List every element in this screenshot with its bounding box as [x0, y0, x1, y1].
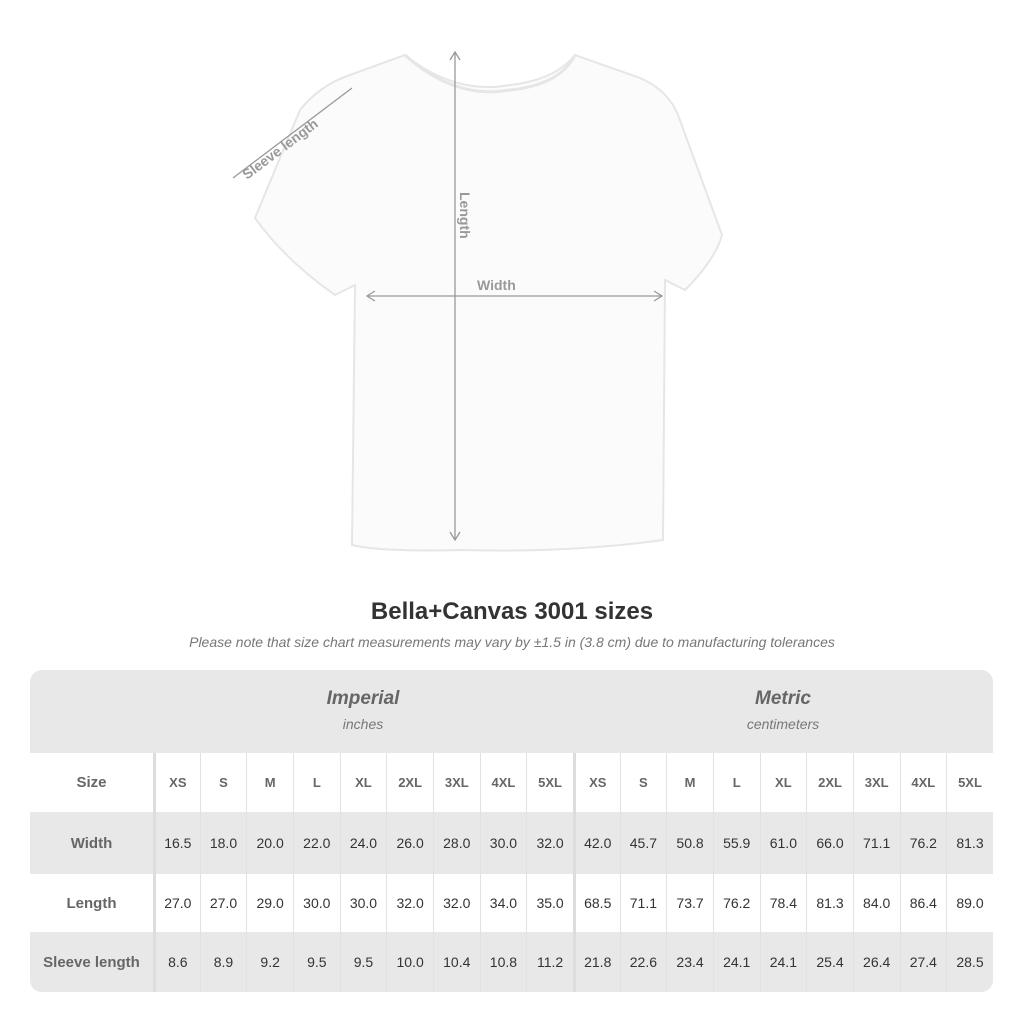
row-label: Sleeve length — [43, 953, 140, 971]
row-label: Size — [76, 774, 107, 791]
value-cell: 86.4 — [899, 874, 947, 932]
value-cell: 9.5 — [292, 932, 340, 992]
value-cell: 27.0 — [153, 874, 200, 932]
value-cell: 21.8 — [572, 932, 620, 992]
value-cell: 84.0 — [852, 874, 900, 932]
value-cell: 22.0 — [292, 812, 340, 874]
size-header-cell: 3XL — [432, 753, 480, 812]
value-cell: 10.8 — [479, 932, 527, 992]
size-header-cell: 4XL — [899, 753, 947, 812]
size-header-cell: 3XL — [852, 753, 900, 812]
length-label: Length — [457, 192, 473, 239]
size-header-cell: XS — [153, 753, 200, 812]
value-cell: 25.4 — [806, 932, 853, 992]
row-label: Width — [70, 834, 113, 852]
value-cell: 50.8 — [666, 812, 713, 874]
tolerance-note: Please note that size chart measurements… — [189, 634, 835, 650]
tshirt-shape — [253, 53, 724, 552]
width-label: Width — [477, 277, 516, 293]
size-header-cell: 2XL — [386, 753, 433, 812]
imperial-header: Imperial inches — [153, 670, 573, 753]
value-cell: 61.0 — [759, 812, 807, 874]
table-row: Width 16.5 18.0 20.0 22.0 24.0 26.0 28.0 30.0 32.… — [30, 812, 993, 874]
value-cell: 26.0 — [386, 812, 433, 874]
value-cell: 55.9 — [712, 812, 760, 874]
imperial-unit: inches — [342, 716, 384, 732]
tshirt-diagram: Sleeve length Length Width — [232, 50, 724, 552]
value-cell: 28.0 — [432, 812, 480, 874]
size-header-cell: M — [246, 753, 293, 812]
value-cell: 24.1 — [759, 932, 807, 992]
value-cell: 10.0 — [386, 932, 433, 992]
size-header-cell: S — [619, 753, 667, 812]
value-cell: 32.0 — [432, 874, 480, 932]
value-cell: 8.6 — [153, 932, 200, 992]
value-cell: 8.9 — [199, 932, 247, 992]
size-header-cell: 4XL — [479, 753, 527, 812]
value-cell: 27.4 — [899, 932, 947, 992]
value-cell: 30.0 — [339, 874, 387, 932]
size-table: Imperial inches Metric centimeters Size X… — [30, 670, 993, 992]
value-cell: 68.5 — [572, 874, 620, 932]
size-header-cell: S — [199, 753, 247, 812]
value-cell: 24.1 — [712, 932, 760, 992]
size-header-cell: XL — [339, 753, 387, 812]
table-row: Length 27.0 27.0 29.0 30.0 30.0 32.0 32.0 34.0 35… — [30, 874, 993, 932]
value-cell: 71.1 — [852, 812, 900, 874]
size-header-cell: M — [666, 753, 713, 812]
size-row: Size XS S M L XL 2XL 3XL 4XL 5XL XS S M L XL 2XL 3XL 4XL 5… — [30, 753, 993, 812]
value-cell: 20.0 — [246, 812, 293, 874]
value-cell: 89.0 — [946, 874, 993, 932]
value-cell: 9.5 — [339, 932, 387, 992]
size-header-cell: 5XL — [946, 753, 993, 812]
value-cell: 27.0 — [199, 874, 247, 932]
value-cell: 73.7 — [666, 874, 713, 932]
value-cell: 71.1 — [619, 874, 667, 932]
measurement-lines — [232, 50, 664, 542]
size-header-cell: L — [712, 753, 760, 812]
value-cell: 11.2 — [526, 932, 573, 992]
value-cell: 81.3 — [806, 874, 853, 932]
value-cell: 66.0 — [806, 812, 853, 874]
value-cell: 76.2 — [712, 874, 760, 932]
size-header-cell: L — [292, 753, 340, 812]
metric-title: Metric — [755, 688, 811, 709]
table-row: Sleeve length 8.6 8.9 9.2 9.5 9.5 10.0 10.4 10.8… — [30, 932, 993, 992]
imperial-title: Imperial — [326, 688, 400, 709]
value-cell: 45.7 — [619, 812, 667, 874]
value-cell: 10.4 — [432, 932, 480, 992]
value-cell: 28.5 — [946, 932, 993, 992]
value-cell: 24.0 — [339, 812, 387, 874]
metric-header: Metric centimeters — [573, 670, 993, 753]
value-cell: 16.5 — [153, 812, 200, 874]
value-cell: 42.0 — [572, 812, 620, 874]
chart-title: Bella+Canvas 3001 sizes — [370, 598, 654, 625]
value-cell: 29.0 — [246, 874, 293, 932]
size-header-cell: XS — [572, 753, 620, 812]
value-cell: 18.0 — [199, 812, 247, 874]
value-cell: 32.0 — [526, 812, 573, 874]
value-cell: 78.4 — [759, 874, 807, 932]
metric-unit: centimeters — [746, 716, 820, 732]
value-cell: 32.0 — [386, 874, 433, 932]
value-cell: 30.0 — [479, 812, 527, 874]
value-cell: 26.4 — [852, 932, 900, 992]
row-label: Length — [66, 894, 117, 912]
value-cell: 9.2 — [246, 932, 293, 992]
value-cell: 76.2 — [899, 812, 947, 874]
value-cell: 30.0 — [292, 874, 340, 932]
value-cell: 34.0 — [479, 874, 527, 932]
value-cell: 23.4 — [666, 932, 713, 992]
size-header-cell: 2XL — [806, 753, 853, 812]
value-cell: 22.6 — [619, 932, 667, 992]
value-cell: 35.0 — [526, 874, 573, 932]
value-cell: 81.3 — [946, 812, 993, 874]
size-header-cell: 5XL — [526, 753, 573, 812]
size-header-cell: XL — [759, 753, 807, 812]
